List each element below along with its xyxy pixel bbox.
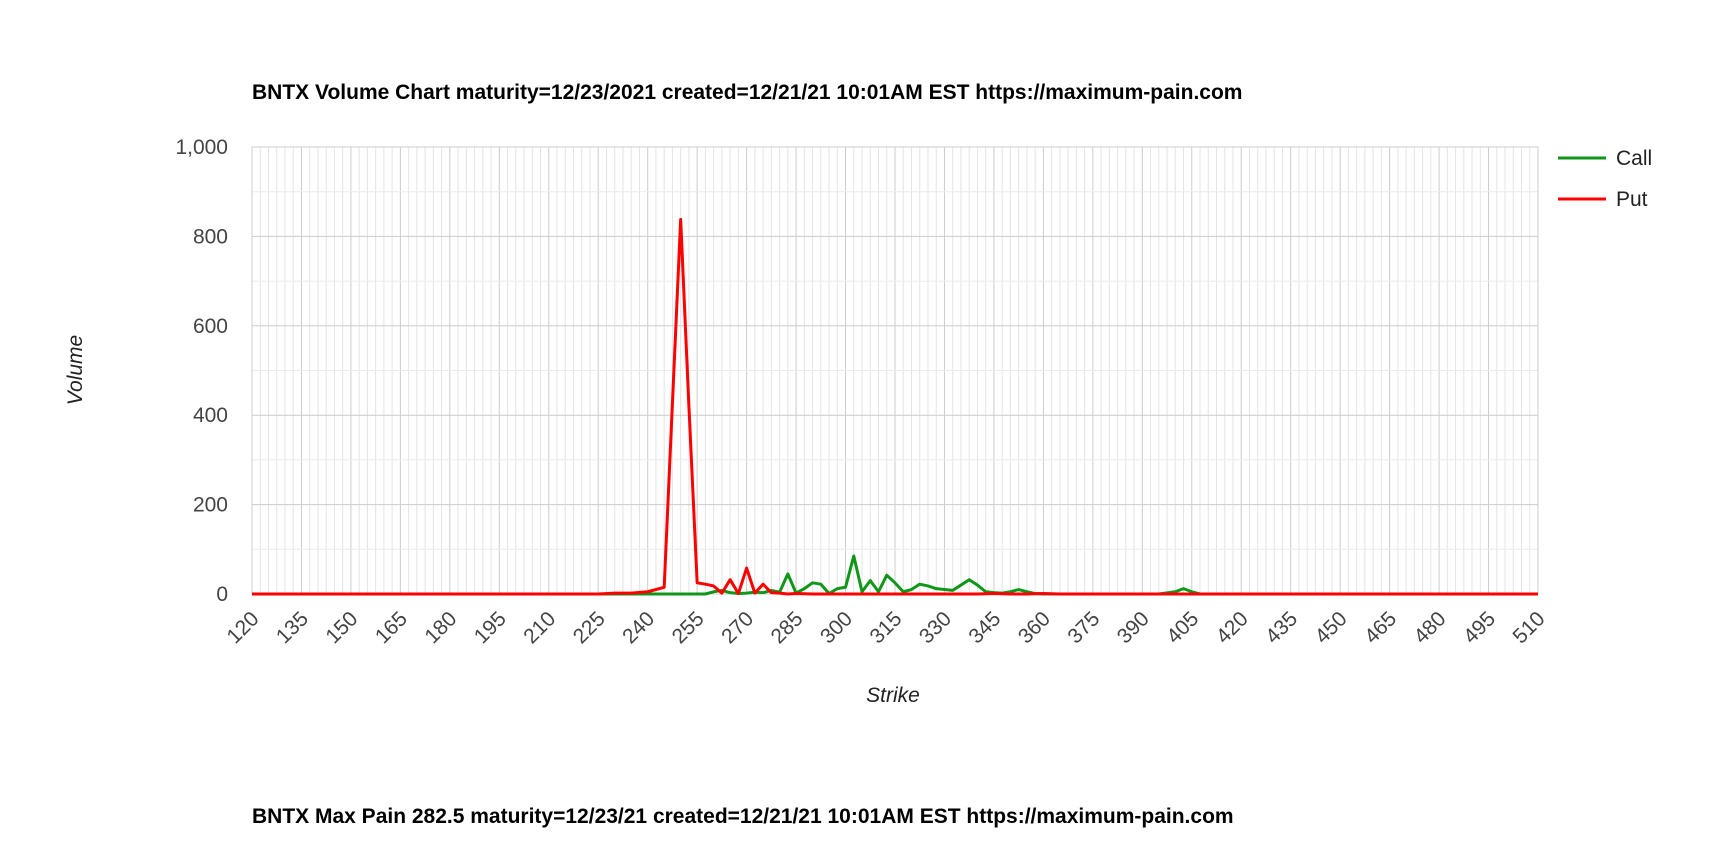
x-tick-label: 255 bbox=[668, 607, 709, 648]
x-tick-label: 195 bbox=[470, 607, 511, 648]
x-tick-label: 120 bbox=[222, 607, 263, 648]
x-tick-label: 180 bbox=[420, 607, 461, 648]
x-tick-label: 435 bbox=[1261, 607, 1302, 648]
x-tick-label: 480 bbox=[1410, 607, 1451, 648]
y-tick-label: 200 bbox=[193, 494, 228, 517]
x-tick-label: 210 bbox=[519, 607, 560, 648]
x-tick-label: 150 bbox=[321, 607, 362, 648]
x-tick-label: 405 bbox=[1162, 607, 1203, 648]
x-axis-title: Strike bbox=[866, 684, 920, 707]
x-tick-label: 390 bbox=[1113, 607, 1154, 648]
y-tick-label: 0 bbox=[216, 583, 228, 606]
x-tick-label: 135 bbox=[272, 607, 313, 648]
x-tick-label: 345 bbox=[964, 607, 1005, 648]
y-tick-label: 400 bbox=[193, 404, 228, 427]
legend-label-put: Put bbox=[1616, 188, 1648, 211]
x-tick-label: 285 bbox=[767, 607, 808, 648]
chart-legend: Call Put bbox=[1558, 147, 1652, 211]
legend-label-call: Call bbox=[1616, 147, 1652, 170]
max-pain-caption: BNTX Max Pain 282.5 maturity=12/23/21 cr… bbox=[252, 805, 1234, 828]
chart-series bbox=[252, 217, 1538, 596]
x-tick-label: 495 bbox=[1459, 607, 1500, 648]
chart-grid bbox=[251, 146, 1539, 595]
x-tick-label: 465 bbox=[1360, 607, 1401, 648]
x-tick-label: 225 bbox=[569, 607, 610, 648]
y-tick-label: 600 bbox=[193, 315, 228, 338]
x-tick-label: 420 bbox=[1212, 607, 1253, 648]
x-tick-label: 240 bbox=[618, 607, 659, 648]
x-tick-label: 360 bbox=[1014, 607, 1055, 648]
x-tick-label: 270 bbox=[717, 607, 758, 648]
x-tick-label: 375 bbox=[1063, 607, 1104, 648]
x-tick-label: 510 bbox=[1508, 607, 1549, 648]
chart-title: BNTX Volume Chart maturity=12/23/2021 cr… bbox=[252, 81, 1242, 104]
x-tick-label: 330 bbox=[915, 607, 956, 648]
series-line-put bbox=[252, 217, 1538, 596]
x-tick-label: 165 bbox=[371, 607, 412, 648]
y-tick-label: 1,000 bbox=[175, 136, 228, 159]
x-tick-label: 450 bbox=[1311, 607, 1352, 648]
x-tick-label: 315 bbox=[865, 607, 906, 648]
x-tick-label: 300 bbox=[816, 607, 857, 648]
y-tick-label: 800 bbox=[193, 225, 228, 248]
y-axis-title: Volume bbox=[64, 335, 87, 405]
